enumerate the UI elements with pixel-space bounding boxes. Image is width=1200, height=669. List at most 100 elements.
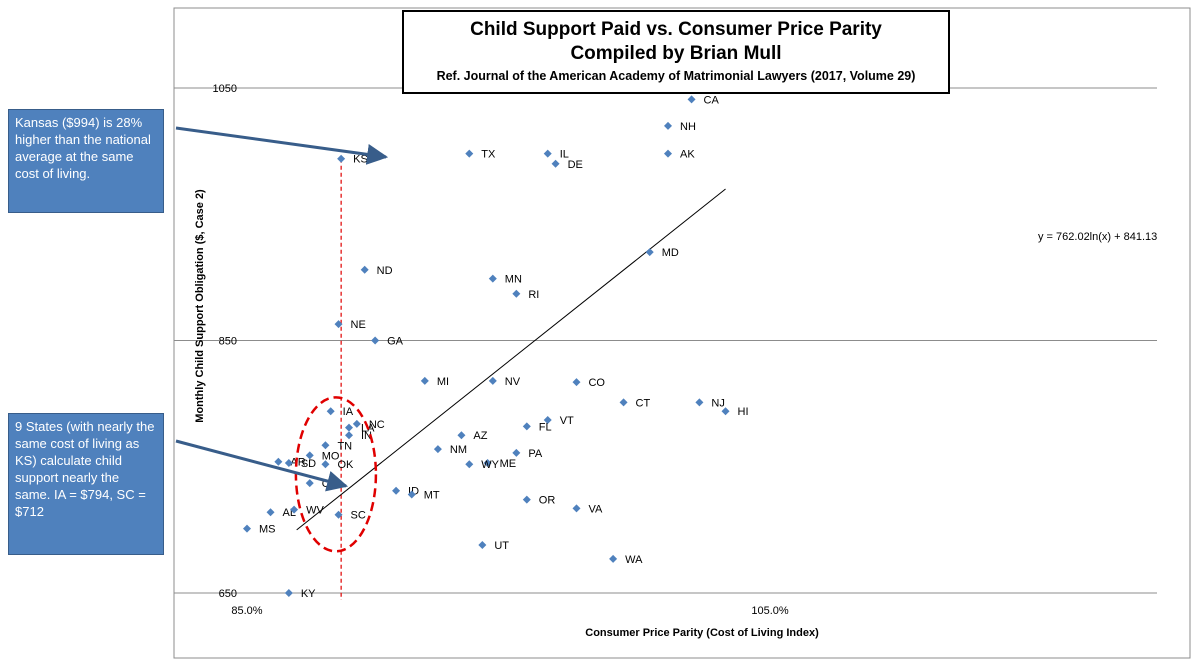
point-marker xyxy=(321,441,330,450)
point-label: CA xyxy=(704,94,720,106)
point-marker xyxy=(290,505,299,514)
point-marker xyxy=(478,541,487,550)
point-label: FL xyxy=(539,421,552,433)
point-marker xyxy=(360,265,369,274)
point-marker xyxy=(619,398,628,407)
point-label: OR xyxy=(539,495,556,507)
x-axis-label: Consumer Price Parity (Cost of Living In… xyxy=(585,627,819,639)
point-marker xyxy=(572,378,581,387)
point-marker xyxy=(274,457,283,466)
point-label: RI xyxy=(528,289,539,301)
point-label: IA xyxy=(343,406,354,418)
cluster-ellipse xyxy=(294,396,378,553)
point-marker xyxy=(305,479,314,488)
point-marker xyxy=(344,423,353,432)
point-label: TX xyxy=(481,149,496,161)
point-marker xyxy=(321,460,330,469)
chart-reference: Ref. Journal of the American Academy of … xyxy=(436,69,916,83)
point-label: WY xyxy=(481,459,499,471)
point-marker xyxy=(488,274,497,283)
point-label: NE xyxy=(351,319,366,331)
point-label: ND xyxy=(377,265,393,277)
point-label: IN xyxy=(361,430,372,442)
point-marker xyxy=(326,407,335,416)
point-marker xyxy=(284,458,293,467)
y-axis-label: Monthly Child Support Obligation ($, Cas… xyxy=(194,189,206,423)
chart-title: Child Support Paid vs. Consumer Price Pa… xyxy=(470,19,882,40)
chart-area-border xyxy=(173,7,1191,659)
point-label: NC xyxy=(369,419,385,431)
y-tick-label: 1050 xyxy=(213,83,237,95)
point-marker xyxy=(522,422,531,431)
chart-title-box: Child Support Paid vs. Consumer Price Pa… xyxy=(402,10,950,94)
point-marker xyxy=(512,448,521,457)
point-label: CO xyxy=(588,377,605,389)
point-marker xyxy=(305,451,314,460)
point-label: WV xyxy=(306,505,324,517)
point-label: AR xyxy=(290,457,305,469)
point-label: MD xyxy=(662,247,679,259)
point-marker xyxy=(243,524,251,533)
point-label: NJ xyxy=(711,397,724,409)
point-label: DE xyxy=(568,159,583,171)
point-label: MO xyxy=(322,450,340,462)
point-marker xyxy=(337,154,346,163)
states-arrow xyxy=(175,439,349,492)
point-label: CT xyxy=(636,397,651,409)
states-callout: 9 States (with nearly the same cost of l… xyxy=(8,413,164,555)
point-label: AZ xyxy=(473,430,487,442)
kansas-arrow xyxy=(175,126,389,165)
point-label: MS xyxy=(259,524,276,536)
point-marker xyxy=(695,398,704,407)
point-marker xyxy=(392,486,401,495)
y-axis-ticks: 650 850 1050 xyxy=(213,83,237,600)
point-label: WA xyxy=(625,554,643,566)
point-label: MT xyxy=(424,490,440,502)
point-label: IL xyxy=(560,149,569,161)
point-marker xyxy=(543,149,552,158)
point-marker xyxy=(645,248,654,257)
point-marker xyxy=(572,504,581,513)
point-marker xyxy=(407,490,416,499)
kansas-callout: Kansas ($994) is 28% higher than the nat… xyxy=(8,109,164,213)
point-marker xyxy=(488,376,497,385)
data-points: DCCANHAKKSTXILDEMDNDMNRINEGAMINVCOCTNJHI… xyxy=(243,45,753,600)
point-label: ID xyxy=(408,486,419,498)
point-marker xyxy=(543,416,552,425)
point-label: NV xyxy=(505,376,521,388)
point-marker xyxy=(522,495,531,504)
point-label: GA xyxy=(387,336,404,348)
point-label: HI xyxy=(738,406,749,418)
point-label: KS xyxy=(353,154,368,166)
point-marker xyxy=(687,95,696,104)
log-trendline xyxy=(296,188,726,531)
point-label: MI xyxy=(437,376,449,388)
point-label: NH xyxy=(680,121,696,133)
point-label: SD xyxy=(301,458,316,470)
gridlines xyxy=(174,87,1157,594)
point-label: VT xyxy=(560,415,574,427)
point-label: OK xyxy=(337,459,354,471)
point-marker xyxy=(371,336,380,345)
point-marker xyxy=(483,458,492,467)
point-label: NM xyxy=(450,444,467,456)
point-marker xyxy=(465,149,474,158)
point-label: KY xyxy=(301,588,316,600)
point-label: SC xyxy=(351,510,366,522)
point-label: PA xyxy=(528,448,543,460)
point-marker xyxy=(664,149,673,158)
point-marker xyxy=(433,445,442,454)
point-marker xyxy=(609,554,618,563)
point-marker xyxy=(420,376,429,385)
point-marker xyxy=(266,508,275,517)
point-marker xyxy=(284,589,293,597)
point-marker xyxy=(334,320,343,329)
point-label: AK xyxy=(680,149,695,161)
point-label: ME xyxy=(500,458,516,470)
point-marker xyxy=(457,431,466,440)
x-tick-label: 85.0% xyxy=(231,605,262,617)
x-tick-label: 105.0% xyxy=(751,605,789,617)
point-marker xyxy=(344,431,353,440)
